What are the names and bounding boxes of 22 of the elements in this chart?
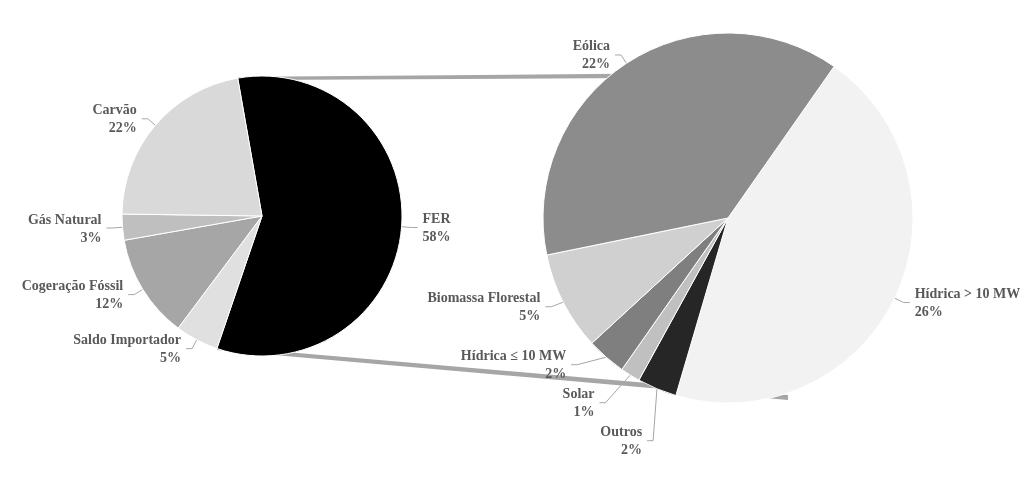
data-label: 26% <box>914 304 943 320</box>
data-label: 2% <box>621 442 643 458</box>
slice-label: FER <box>422 211 452 227</box>
slice-label: Carvão <box>92 102 137 118</box>
data-label: 58% <box>422 229 451 245</box>
slice-label: Biomassa Florestal <box>427 290 541 306</box>
slice-label: Hídrica > 10 MW <box>914 286 1021 302</box>
data-label: 22% <box>582 56 611 72</box>
slice-label: Saldo Importador <box>73 332 182 348</box>
data-label: 5% <box>160 350 182 366</box>
slice-label: Solar <box>562 386 595 402</box>
data-label: 2% <box>545 366 567 382</box>
data-label: 1% <box>573 404 595 420</box>
data-label: 5% <box>519 308 541 324</box>
data-label: 22% <box>108 120 137 136</box>
data-label: 12% <box>95 296 124 312</box>
slice-label: Gás Natural <box>27 211 102 227</box>
slice-label: Outros <box>600 424 643 440</box>
slice-label: Cogeração Fóssil <box>21 278 124 294</box>
slice-label: Hídrica ≤ 10 MW <box>460 348 567 364</box>
data-label: 3% <box>80 229 102 245</box>
slice-label: Eólica <box>572 38 611 54</box>
